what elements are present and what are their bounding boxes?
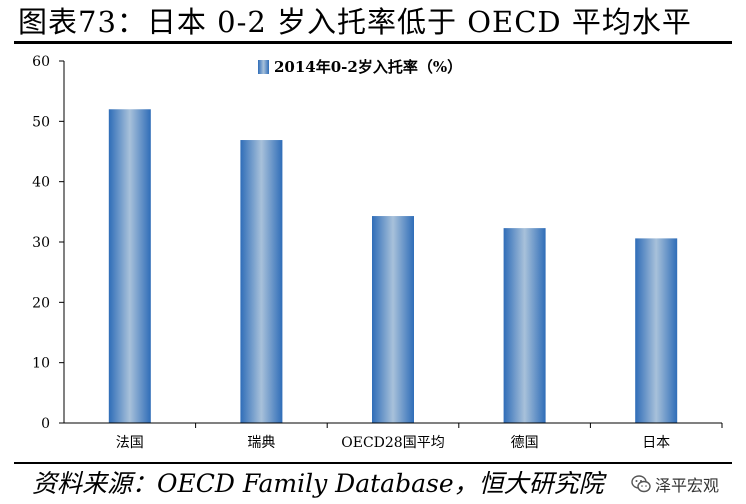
x-tick-label: 瑞典	[247, 435, 275, 451]
x-axis: 法国 瑞典 OECD28国平均 德国 日本	[64, 422, 723, 451]
source-rule	[14, 462, 732, 464]
bar	[635, 238, 678, 423]
y-tick-label: 60	[32, 54, 50, 70]
bar-chart: 0 10 20 30 40 50 60 法国 瑞典 OECD28国平均 德国 日本 2014年0-2…	[32, 54, 723, 451]
x-tick-label: 德国	[511, 435, 539, 451]
y-tick-label: 20	[32, 295, 50, 311]
y-tick-label: 10	[32, 356, 50, 372]
legend-label: 2014年0-2岁入托率（%）	[274, 58, 462, 76]
y-tick-label: 50	[32, 114, 50, 130]
y-tick-label: 30	[32, 235, 50, 251]
legend-swatch	[258, 60, 269, 74]
figure-title: 图表73：日本 0-2 岁入托率低于 OECD 平均水平	[18, 5, 692, 39]
source-note: 资料来源：OECD Family Database，恒大研究院	[32, 469, 604, 498]
legend: 2014年0-2岁入托率（%）	[258, 58, 462, 76]
watermark: 泽平宏观	[631, 470, 719, 498]
x-tick-label: 法国	[116, 435, 144, 451]
bar	[240, 140, 283, 423]
x-tick-label: 日本	[642, 435, 670, 451]
title-rule	[14, 41, 732, 44]
x-tick-label: OECD28国平均	[341, 435, 444, 451]
y-tick-label: 0	[41, 416, 50, 432]
y-axis: 0 10 20 30 40 50 60	[32, 54, 65, 432]
bar	[108, 109, 151, 423]
wechat-icon	[631, 475, 651, 493]
bar	[503, 228, 546, 423]
watermark-text: 泽平宏观	[655, 476, 720, 495]
bar	[372, 216, 414, 423]
bars-group	[108, 109, 678, 423]
y-tick-label: 40	[32, 175, 50, 191]
